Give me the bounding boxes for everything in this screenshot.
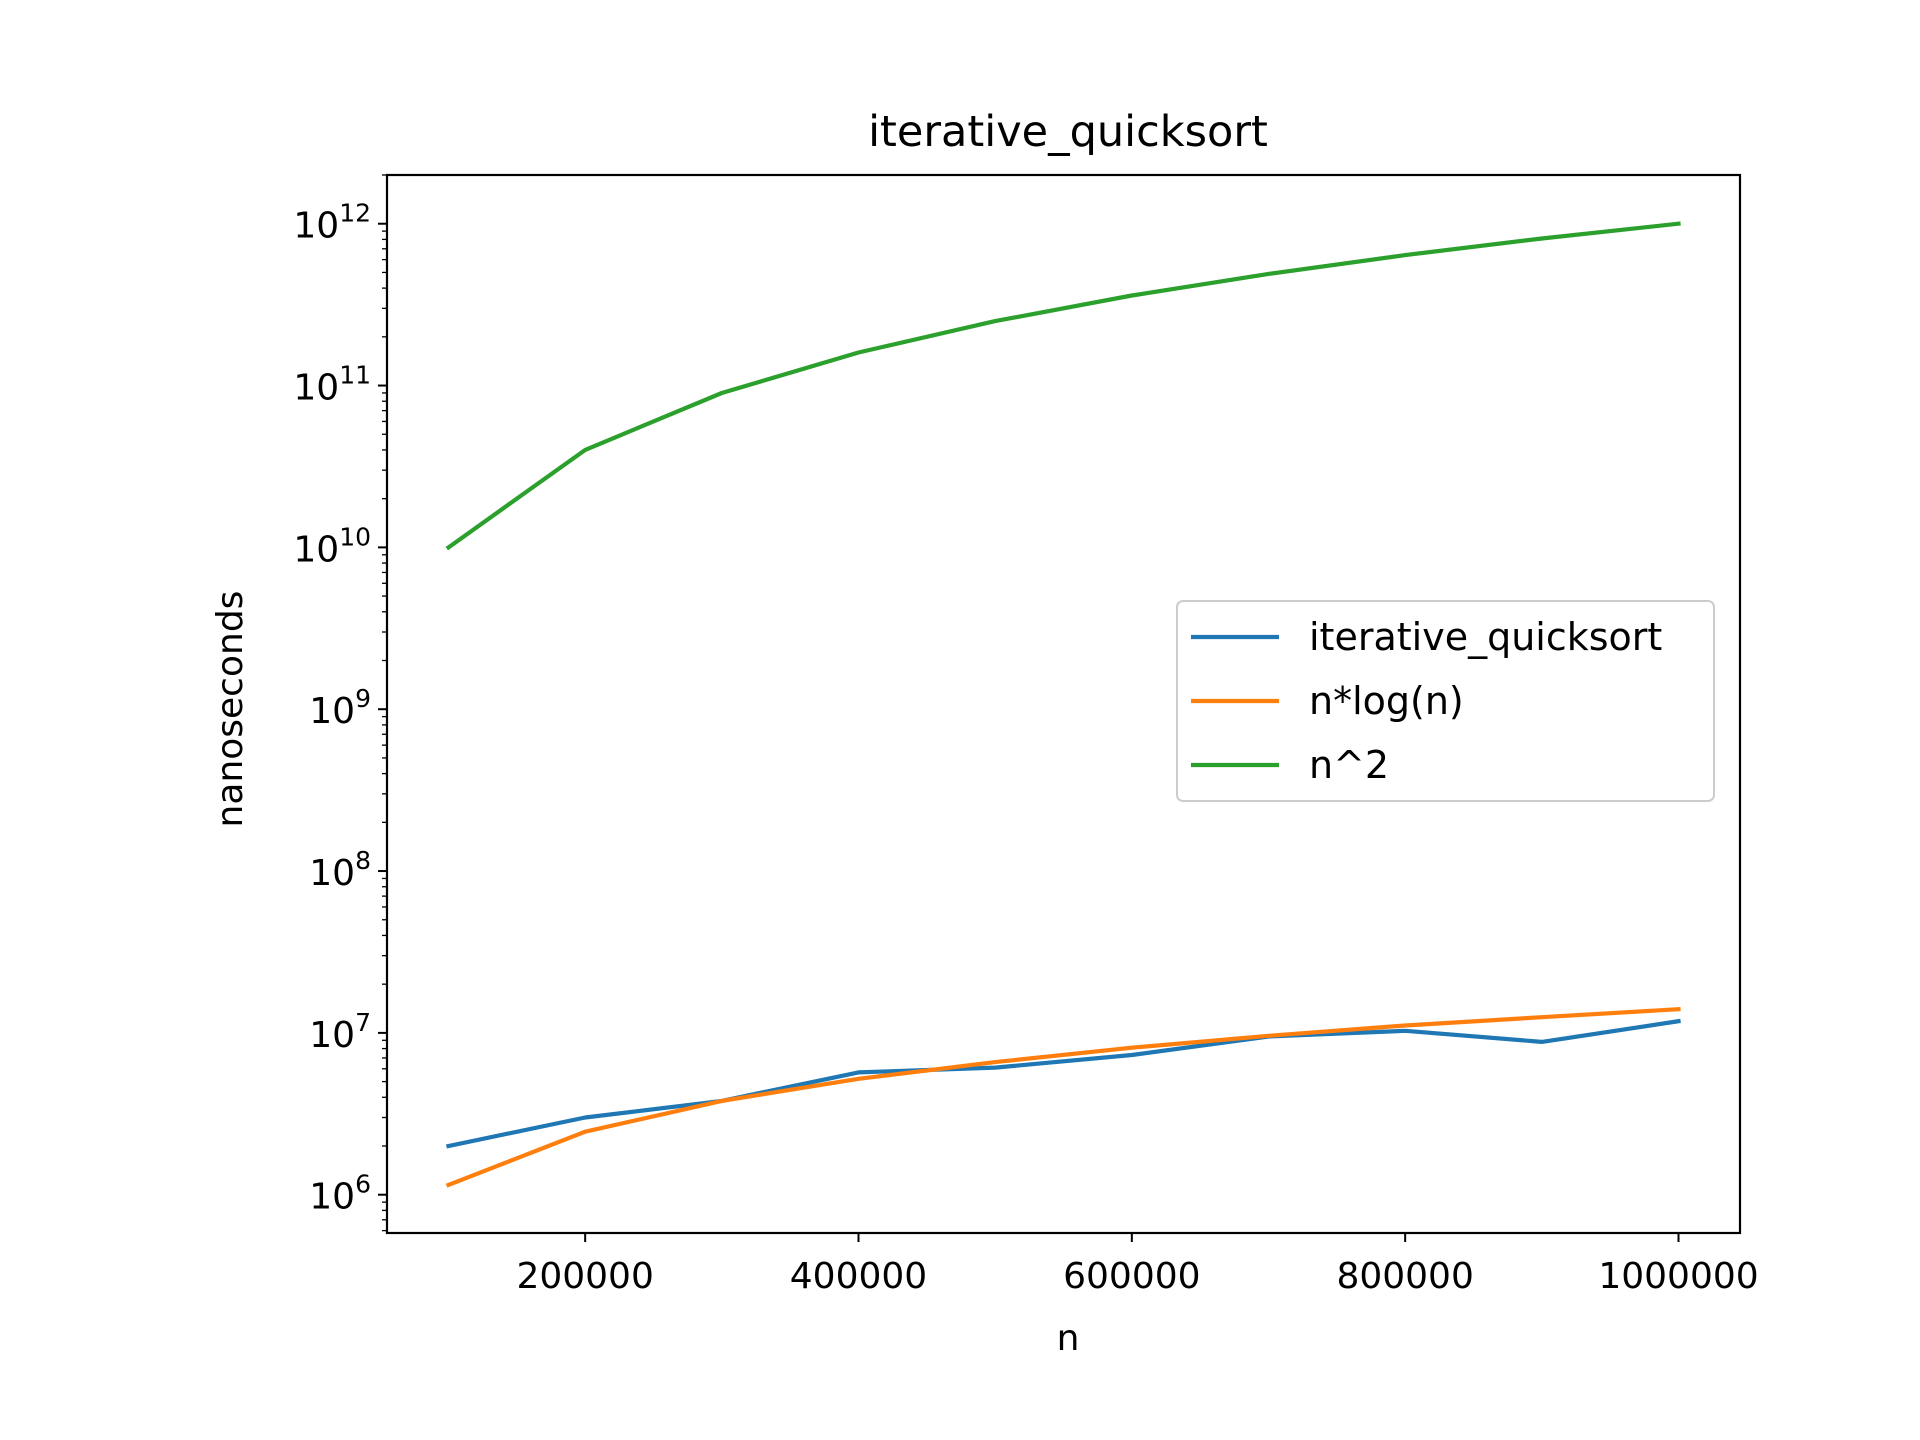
series-line-n-2: [445, 221, 1681, 551]
x-tick-label: 400000: [790, 1256, 927, 1297]
legend-label: iterative_quicksort: [1309, 615, 1662, 659]
x-tick-label: 800000: [1336, 1256, 1473, 1297]
legend: iterative_quicksort n*log(n) n^2: [1176, 600, 1715, 802]
y-tick-label: 109: [309, 684, 371, 732]
y-tick-label: 106: [309, 1170, 371, 1218]
axes-frame: [385, 173, 1742, 1235]
y-tick-label: 1010: [293, 522, 371, 570]
legend-label: n^2: [1309, 743, 1389, 787]
x-axis-label: n: [1057, 1318, 1080, 1359]
x-tick-label: 600000: [1063, 1256, 1200, 1297]
x-tick-label: 200000: [516, 1256, 653, 1297]
y-tick-label: 1012: [293, 199, 371, 247]
legend-box: [1176, 600, 1715, 802]
legend-label: n*log(n): [1309, 679, 1464, 723]
y-axis: 106 107 108 109 1010 1011 1012: [293, 199, 387, 1218]
x-axis: 200000 400000 600000 800000 1000000: [516, 1233, 1759, 1297]
series-line-n-log-n-: [445, 1006, 1681, 1188]
series-lines: [445, 221, 1681, 1188]
y-tick-label: 1011: [293, 361, 371, 409]
y-tick-label: 108: [309, 846, 371, 894]
chart-title: iterative_quicksort: [868, 107, 1268, 157]
y-tick-label: 107: [309, 1008, 371, 1056]
series-line-iterative-quicksort: [446, 1018, 1681, 1149]
x-tick-label: 1000000: [1598, 1256, 1758, 1297]
y-axis-label: nanoseconds: [210, 591, 251, 828]
